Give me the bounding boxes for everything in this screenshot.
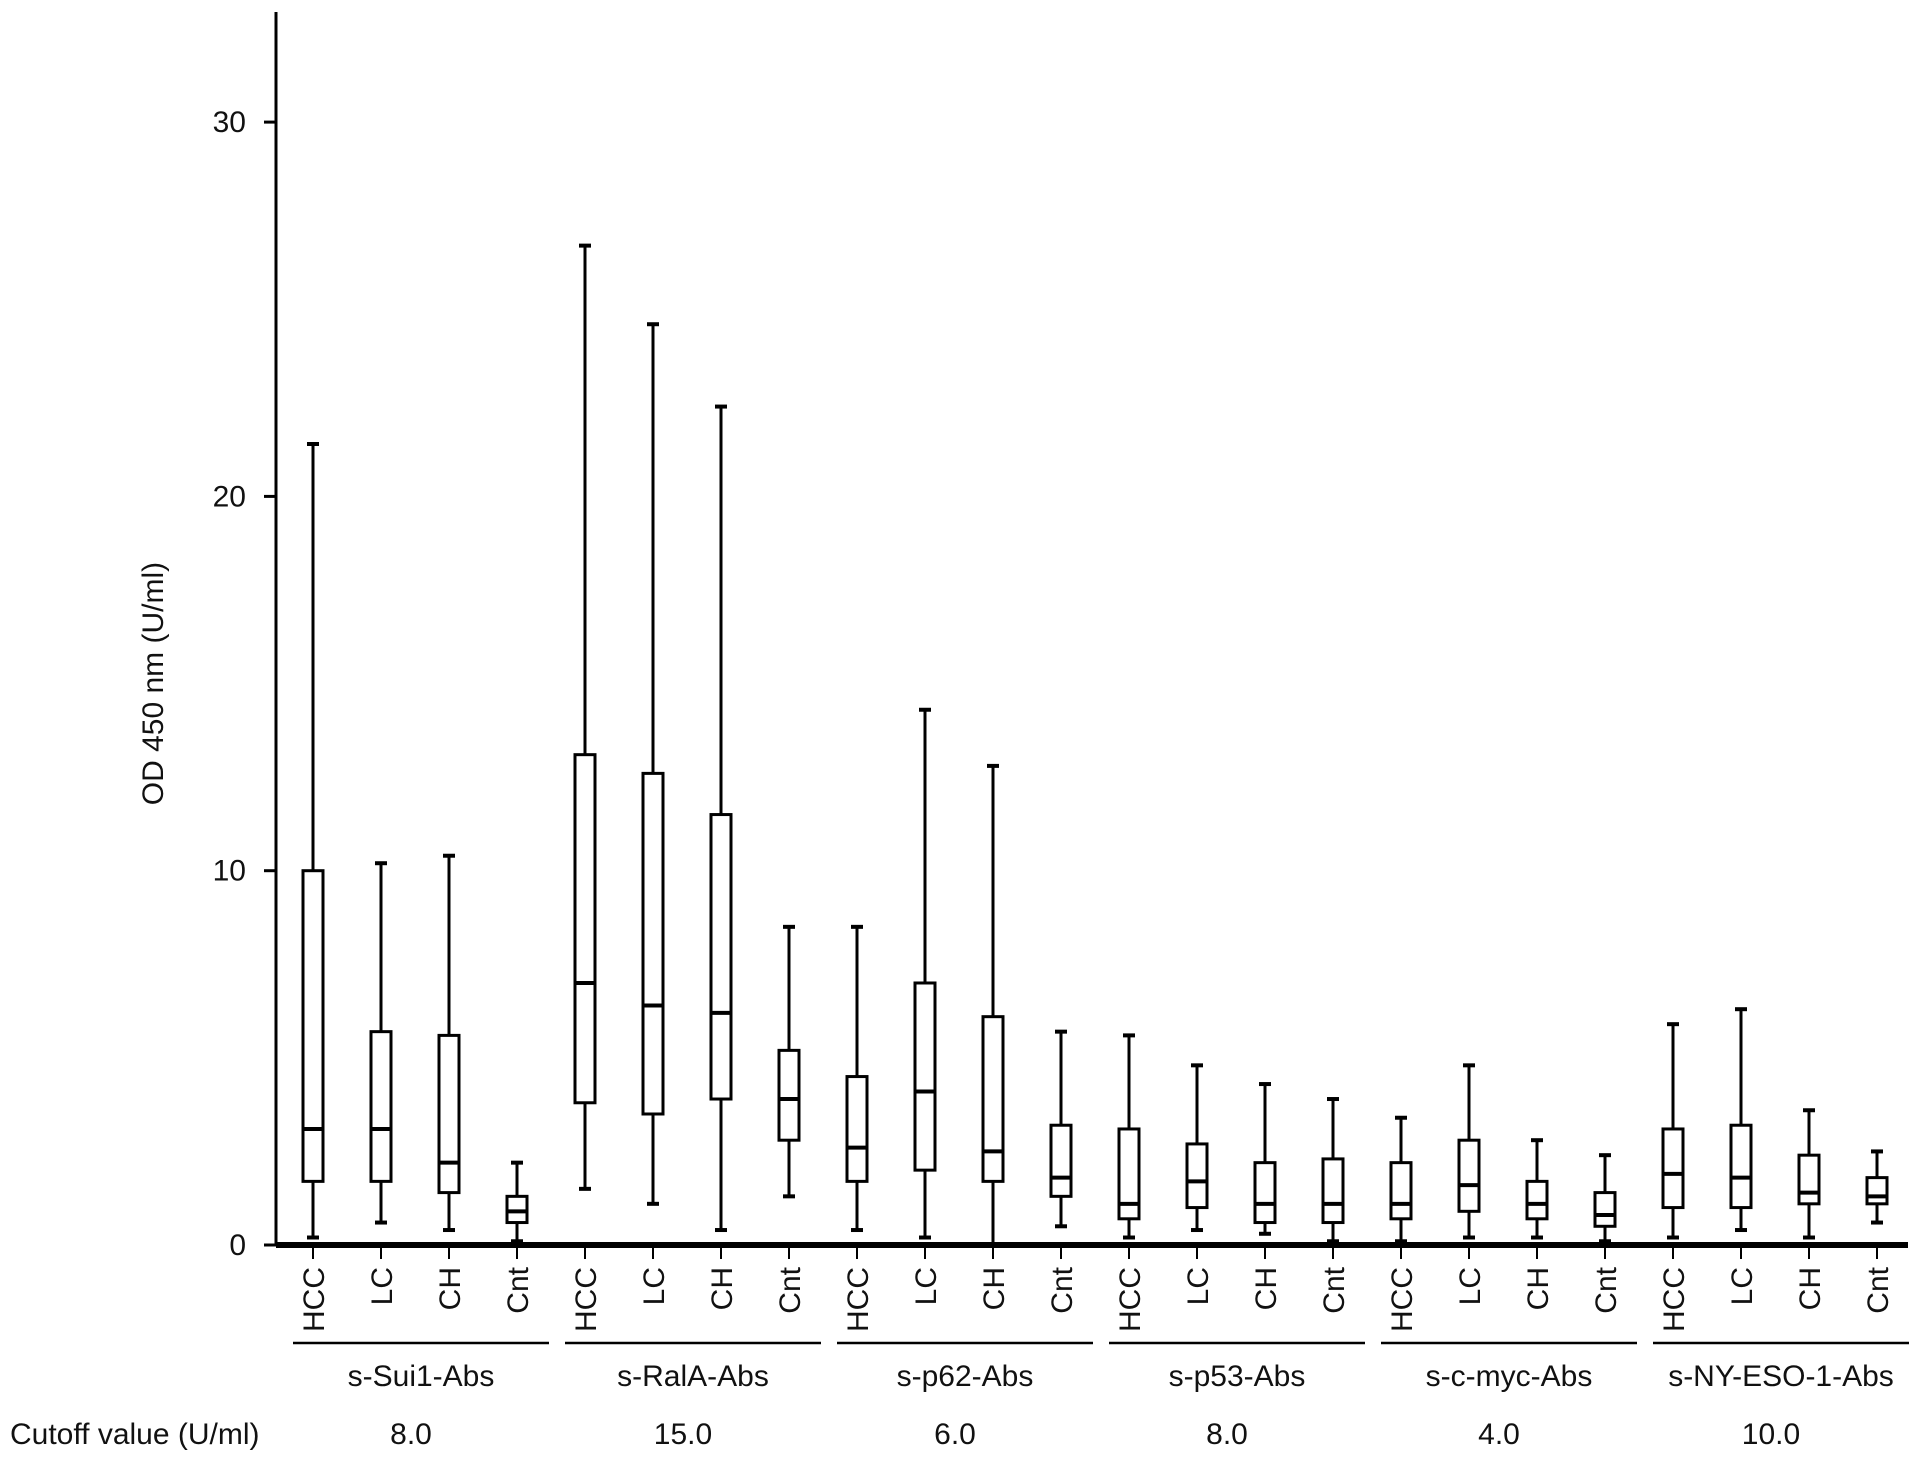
box-s-Sui1-Abs-CH xyxy=(437,853,461,1233)
iqr-box xyxy=(1729,1123,1753,1210)
category-label: LC xyxy=(1454,1267,1487,1305)
category-label: Cnt xyxy=(1318,1266,1351,1313)
box-s-RalA-Abs-CH xyxy=(709,404,733,1233)
box-s-c-myc-Abs-HCC xyxy=(1389,1115,1413,1244)
iqr-box xyxy=(777,1048,801,1142)
iqr-box xyxy=(573,753,597,1105)
category-label: LC xyxy=(366,1267,399,1305)
y-tick-label: 0 xyxy=(229,1229,246,1262)
group-label: s-NY-ESO-1-Abs xyxy=(1668,1360,1894,1393)
y-tick-label: 10 xyxy=(213,855,246,888)
category-label: HCC xyxy=(1386,1267,1419,1332)
category-label: HCC xyxy=(570,1267,603,1332)
cutoff-label: Cutoff value (U/ml) xyxy=(10,1418,260,1451)
category-label: CH xyxy=(1522,1267,1555,1310)
cutoff-value: 4.0 xyxy=(1478,1418,1520,1451)
box-s-Sui1-Abs-HCC xyxy=(301,441,325,1240)
iqr-box xyxy=(1389,1161,1413,1221)
category-label: Cnt xyxy=(502,1266,535,1313)
boxes-layer xyxy=(301,243,1889,1247)
box-s-p53-Abs-HCC xyxy=(1117,1033,1141,1240)
axes-layer xyxy=(264,12,1909,1345)
category-label: Cnt xyxy=(774,1266,807,1313)
iqr-box xyxy=(845,1075,869,1183)
box-s-RalA-Abs-LC xyxy=(641,322,665,1206)
iqr-box xyxy=(1457,1138,1481,1213)
iqr-box xyxy=(1525,1179,1549,1221)
category-label: CH xyxy=(1250,1267,1283,1310)
category-label: Cnt xyxy=(1590,1266,1623,1313)
group-label: s-RalA-Abs xyxy=(617,1360,769,1393)
labels-layer: 0 10 20 30 OD 450 nm (U/ml) HCC LC CH Cnt s-Sui1-… xyxy=(10,106,1895,1451)
category-label: Cnt xyxy=(1862,1266,1895,1313)
box-s-p62-Abs-LC xyxy=(913,707,937,1240)
iqr-box xyxy=(913,981,937,1172)
box-s-RalA-Abs-HCC xyxy=(573,243,597,1191)
iqr-box xyxy=(301,869,325,1183)
box-s-NY-ESO-1-Abs-Cnt xyxy=(1865,1149,1889,1225)
category-label: CH xyxy=(1794,1267,1827,1310)
box-s-Sui1-Abs-LC xyxy=(369,861,393,1225)
iqr-box xyxy=(1253,1161,1277,1225)
category-label: HCC xyxy=(298,1267,331,1332)
box-s-p53-Abs-CH xyxy=(1253,1082,1277,1236)
cutoff-value: 10.0 xyxy=(1742,1418,1800,1451)
group-label: s-p62-Abs xyxy=(897,1360,1034,1393)
y-tick-label: 20 xyxy=(213,480,246,513)
iqr-box xyxy=(1865,1176,1889,1206)
iqr-box xyxy=(1185,1142,1209,1210)
category-label: HCC xyxy=(842,1267,875,1332)
group-label: s-p53-Abs xyxy=(1169,1360,1306,1393)
category-label: HCC xyxy=(1658,1267,1691,1332)
group-label: s-Sui1-Abs xyxy=(348,1360,495,1393)
cutoff-value: 8.0 xyxy=(390,1418,432,1451)
box-s-p53-Abs-Cnt xyxy=(1321,1097,1345,1244)
category-label: CH xyxy=(978,1267,1011,1310)
y-tick-label: 30 xyxy=(213,106,246,139)
category-label: LC xyxy=(910,1267,943,1305)
y-axis-title: OD 450 nm (U/ml) xyxy=(137,562,170,805)
iqr-box xyxy=(1049,1123,1073,1198)
category-label: LC xyxy=(1726,1267,1759,1305)
cutoff-value: 6.0 xyxy=(934,1418,976,1451)
box-s-c-myc-Abs-CH xyxy=(1525,1138,1549,1240)
box-s-RalA-Abs-Cnt xyxy=(777,924,801,1199)
iqr-box xyxy=(1117,1127,1141,1221)
box-s-c-myc-Abs-Cnt xyxy=(1593,1153,1617,1244)
cutoff-value: 15.0 xyxy=(654,1418,712,1451)
iqr-box xyxy=(709,813,733,1101)
iqr-box xyxy=(641,771,665,1116)
category-label: LC xyxy=(1182,1267,1215,1305)
box-s-NY-ESO-1-Abs-HCC xyxy=(1661,1022,1685,1240)
box-s-p62-Abs-Cnt xyxy=(1049,1029,1073,1229)
category-label: LC xyxy=(638,1267,671,1305)
iqr-box xyxy=(437,1033,461,1195)
box-s-Sui1-Abs-Cnt xyxy=(505,1160,529,1244)
iqr-box xyxy=(1593,1191,1617,1228)
iqr-box xyxy=(1661,1127,1685,1210)
box-s-p62-Abs-HCC xyxy=(845,924,869,1233)
group-label: s-c-myc-Abs xyxy=(1426,1360,1593,1393)
box-s-NY-ESO-1-Abs-CH xyxy=(1797,1108,1821,1240)
iqr-box xyxy=(981,1015,1005,1183)
category-label: HCC xyxy=(1114,1267,1147,1332)
category-label: Cnt xyxy=(1046,1266,1079,1313)
iqr-box xyxy=(1321,1157,1345,1225)
box-s-p62-Abs-CH xyxy=(981,763,1005,1247)
cutoff-value: 8.0 xyxy=(1206,1418,1248,1451)
box-s-p53-Abs-LC xyxy=(1185,1063,1209,1233)
category-label: CH xyxy=(434,1267,467,1310)
category-label: CH xyxy=(706,1267,739,1310)
iqr-box xyxy=(1797,1153,1821,1206)
iqr-box xyxy=(369,1030,393,1183)
box-s-NY-ESO-1-Abs-LC xyxy=(1729,1007,1753,1233)
box-s-c-myc-Abs-LC xyxy=(1457,1063,1481,1240)
